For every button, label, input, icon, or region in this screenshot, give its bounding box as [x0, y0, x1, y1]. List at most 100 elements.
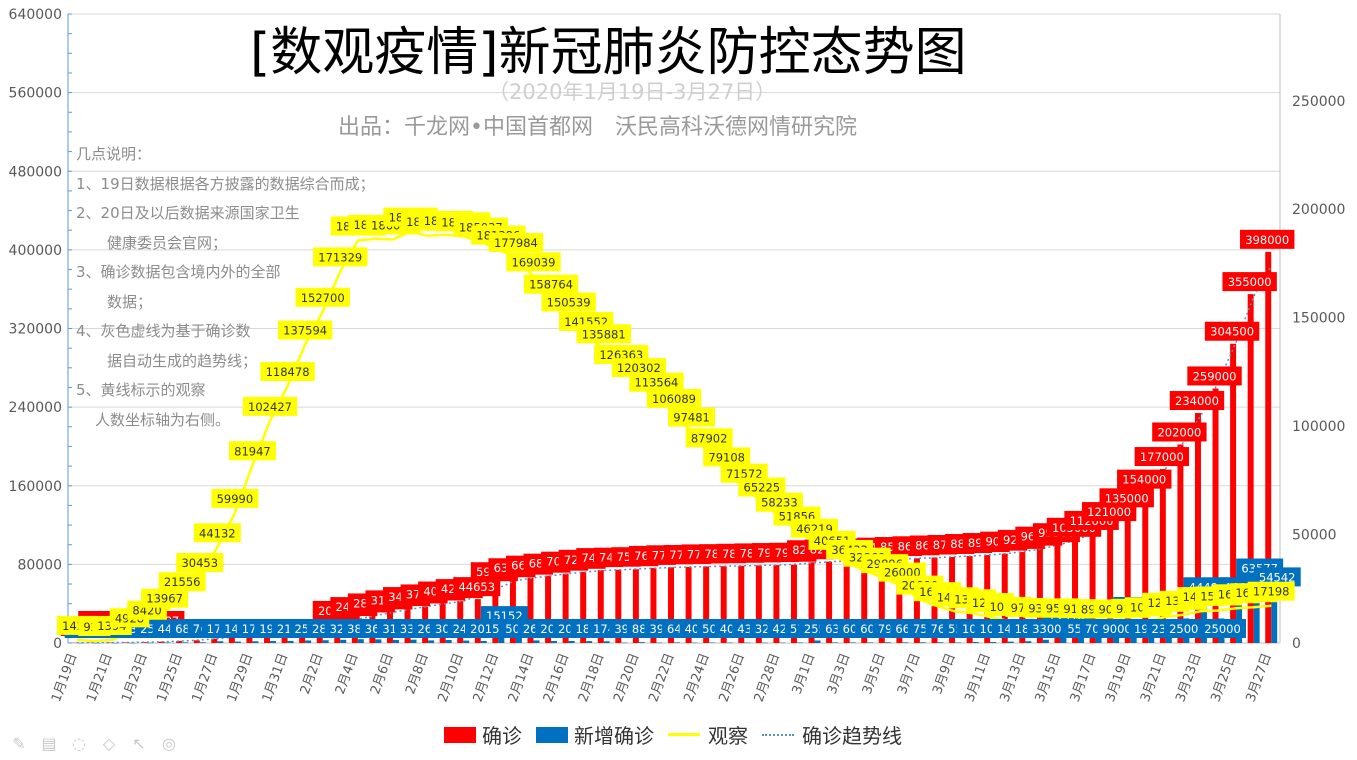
bar-confirmed	[211, 638, 218, 643]
bar-confirmed	[1089, 532, 1096, 643]
bar-confirmed	[896, 559, 903, 643]
bar-new-confirmed	[533, 640, 540, 643]
legend-line-yellow	[668, 733, 700, 736]
point-label-observation: 87902	[691, 431, 728, 445]
bar-label-new-bg	[1199, 619, 1247, 638]
bar-label-confirmed: 259000	[1193, 369, 1237, 383]
bar-new-confirmed	[796, 642, 803, 643]
x-tick-label: 2月4日	[333, 651, 362, 696]
bar-new-confirmed	[428, 640, 435, 643]
point-label-observation: 118478	[266, 365, 310, 379]
bar-new-confirmed	[357, 639, 364, 643]
point-label-observation-bg	[158, 572, 206, 592]
x-tick-label: 3月17日	[1068, 651, 1099, 704]
image-icon[interactable]: ▤	[41, 733, 57, 753]
bar-new-confirmed	[990, 642, 997, 643]
x-tick-label: 2月26日	[717, 651, 748, 704]
bar-confirmed	[1230, 343, 1237, 643]
point-label-observation-bg	[313, 247, 368, 267]
bar-new-confirmed	[392, 639, 399, 643]
legend-label: 观察	[708, 724, 748, 748]
note-line: 4、灰色虚线为基于确诊数	[76, 322, 251, 340]
point-label-observation: 97481	[673, 411, 710, 425]
legend-item-confirmed[interactable]: 确诊	[444, 720, 522, 749]
bar-confirmed	[1212, 388, 1219, 643]
point-label-observation: 113564	[634, 376, 678, 390]
point-label-observation: 169039	[512, 255, 556, 269]
bar-confirmed	[527, 577, 534, 643]
y-tick-label: 0	[53, 636, 62, 652]
bar-new-confirmed	[621, 642, 628, 644]
bar-new-confirmed	[164, 642, 171, 644]
bar-new-confirmed	[779, 642, 786, 644]
point-label-observation: 120302	[617, 361, 661, 375]
note-line: 数据；	[92, 292, 153, 311]
point-label-observation: 171329	[318, 250, 362, 264]
bar-confirmed	[773, 565, 780, 643]
bar-label-confirmed: 398000	[1245, 233, 1289, 247]
legend-item-new-confirmed[interactable]: 新增确诊	[536, 720, 654, 749]
bar-confirmed	[141, 642, 148, 643]
bar-new-confirmed	[674, 642, 680, 643]
bar-label-new-bg	[464, 619, 505, 638]
pen-icon[interactable]: ✎	[12, 733, 26, 753]
y2-tick-label: 250000	[1292, 94, 1345, 110]
note-line: 人数坐标轴为右侧。	[80, 410, 231, 429]
legend-swatch-red	[444, 726, 476, 743]
bar-confirmed	[843, 561, 850, 643]
x-tick-label: 3月1日	[790, 651, 819, 696]
point-label-observation: 135881	[582, 327, 626, 341]
note-line: 2、20日及以后数据来源国家卫生	[76, 204, 300, 222]
bar-new-confirmed	[638, 642, 645, 643]
lasso-icon[interactable]: ◌	[72, 733, 86, 753]
camera-icon[interactable]: ◎	[162, 733, 176, 753]
point-label-observation: 106089	[652, 392, 696, 406]
bar-new-confirmed	[252, 641, 259, 643]
bar-new-confirmed	[480, 641, 487, 643]
y-tick-label: 560000	[9, 86, 62, 102]
point-label-observation-bg	[1247, 581, 1295, 601]
bar-new-confirmed	[919, 642, 926, 643]
point-label-observation-bg	[685, 428, 733, 448]
legend-item-trend[interactable]: 确诊趋势线	[762, 720, 902, 749]
bar-label-confirmed: 135000	[1105, 491, 1149, 505]
x-tick-label: 3月21日	[1138, 651, 1169, 704]
x-tick-label: 1月19日	[49, 651, 80, 704]
y-tick-label: 240000	[9, 400, 62, 416]
bar-new-confirmed	[761, 642, 768, 644]
x-tick-label: 3月19日	[1103, 651, 1134, 704]
point-label-observation: 102427	[248, 400, 292, 414]
bar-label-confirmed: 121000	[1087, 505, 1131, 519]
y2-tick-label: 100000	[1292, 419, 1345, 435]
point-label-observation-bg	[295, 287, 350, 307]
bar-confirmed	[176, 641, 183, 643]
bar-confirmed	[668, 567, 674, 643]
note-line: 据自动生成的趋势线；	[92, 351, 258, 370]
x-tick-label: 1月31日	[260, 651, 291, 704]
legend-item-observation[interactable]: 观察	[668, 720, 748, 749]
point-label-observation: 177984	[494, 236, 538, 250]
bar-new-confirmed	[1095, 636, 1102, 643]
bar-new-confirmed	[287, 640, 294, 643]
bar-label-new: 9000	[1102, 622, 1131, 636]
eraser-icon[interactable]: ◇	[102, 733, 116, 753]
legend-label: 确诊趋势线	[802, 724, 902, 748]
y-tick-label: 480000	[9, 164, 62, 180]
bar-new-confirmed	[1007, 641, 1014, 643]
point-label-observation-bg	[260, 362, 315, 382]
bar-label-new-bg	[1027, 619, 1067, 638]
point-label-observation-bg	[576, 324, 631, 344]
legend-label: 确诊	[482, 724, 522, 748]
x-tick-label: 3月3日	[825, 651, 854, 696]
x-tick-label: 3月9日	[930, 651, 959, 696]
point-label-observation: 81947	[234, 444, 271, 458]
pointer-icon[interactable]: ↖	[132, 733, 146, 753]
bar-label-confirmed-bg	[453, 577, 501, 597]
bar-confirmed	[878, 559, 885, 643]
bar-new-confirmed	[972, 642, 979, 643]
x-tick-label: 3月7日	[895, 651, 924, 696]
bar-new-confirmed	[182, 642, 189, 643]
bar-new-confirmed	[656, 642, 663, 644]
point-label-observation-bg	[611, 358, 667, 378]
bar-confirmed	[1247, 294, 1254, 643]
